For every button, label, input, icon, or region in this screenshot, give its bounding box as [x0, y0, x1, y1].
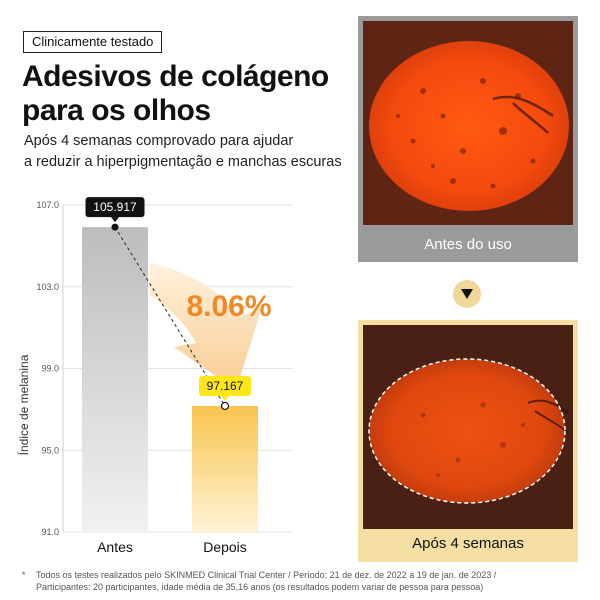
bar-depois [192, 405, 258, 532]
trend-arrow [150, 263, 262, 390]
down-arrow-indicator [453, 280, 481, 308]
value-label-box [85, 197, 145, 218]
before-photo-panel: Antes do uso [358, 16, 578, 262]
before-skin-photo [363, 21, 573, 225]
page-title: Adesivos de colágeno para os olhos [22, 60, 329, 128]
x-tick-label: Antes [97, 539, 133, 555]
value-label-pointer [111, 217, 119, 223]
value-label-pointer [221, 395, 229, 401]
badge-label: Clinicamente testado [32, 34, 154, 49]
y-tick-label: 103.0 [36, 282, 59, 292]
data-label: 97.167 [207, 379, 244, 393]
footnote-line-1: Todos os testes realizados pelo SKINMED … [36, 570, 497, 580]
title-line-1: Adesivos de colágeno [22, 60, 329, 93]
before-photo-caption: Antes do uso [424, 236, 512, 253]
subtitle-line-1: Após 4 semanas comprovado para ajudar [24, 133, 294, 149]
page-subtitle: Após 4 semanas comprovado para ajudar a … [24, 131, 342, 173]
data-point-after [220, 401, 230, 411]
title-line-2: para os olhos [22, 94, 211, 127]
footnote-asterisk: * [22, 570, 26, 580]
after-skin-photo [363, 325, 573, 529]
x-tick-label: Depois [203, 539, 247, 555]
after-photo-caption: Após 4 semanas [412, 535, 524, 552]
change-percentage: 8.06% [186, 290, 271, 323]
subtitle-line-2: a reduzir a hiperpigmentação e manchas e… [24, 154, 342, 170]
value-label-box [199, 375, 251, 396]
y-tick-label: 107.0 [36, 200, 59, 210]
y-tick-label: 91.0 [41, 527, 59, 537]
data-point-before [111, 223, 119, 231]
melanin-bar-chart: Índice de melanina 107.0 103.0 99.0 95.0 91.… [16, 197, 293, 555]
bar-antes [82, 227, 148, 532]
y-tick-label: 99.0 [41, 364, 59, 374]
after-photo-panel: Após 4 semanas [358, 320, 578, 562]
chevron-down-icon [461, 289, 473, 299]
y-tick-label: 95.0 [41, 445, 59, 455]
data-label: 105.917 [93, 200, 137, 214]
clinically-tested-badge: Clinicamente testado [23, 31, 163, 53]
y-axis-label: Índice de melanina [16, 354, 31, 455]
footnote-line-2: Participantes: 20 participantes, idade m… [36, 582, 484, 592]
